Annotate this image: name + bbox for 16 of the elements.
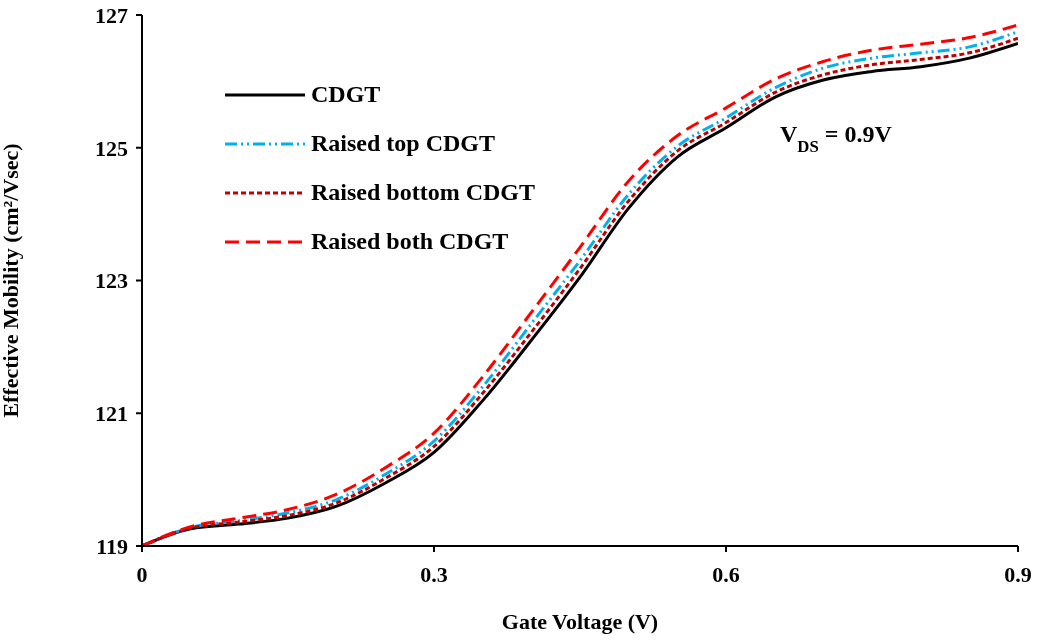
x-axis-title: Gate Voltage (V) [501, 609, 659, 634]
y-tick-label: 125 [95, 135, 128, 161]
x-tick-label: 0.6 [712, 561, 740, 587]
annotation: V$_{DS}$ = 0.9V [780, 121, 893, 156]
legend-label: Raised both CDGT [311, 228, 509, 255]
x-tick-label: 0.3 [420, 561, 448, 587]
x-tick-label: 0 [136, 561, 148, 587]
legend-label: Raised bottom CDGT [311, 179, 536, 206]
legend-label: Raised top CDGT [311, 130, 496, 157]
y-tick-label: 123 [95, 268, 128, 294]
y-tick-label: 121 [95, 401, 128, 427]
y-tick-label: 127 [95, 2, 128, 28]
y-axis-title: Effective Mobility (cm²/Vsec) [0, 143, 23, 418]
legend-label: CDGT [311, 81, 381, 108]
y-tick-label: 119 [96, 533, 128, 559]
x-tick-label: 0.9 [1004, 561, 1032, 587]
